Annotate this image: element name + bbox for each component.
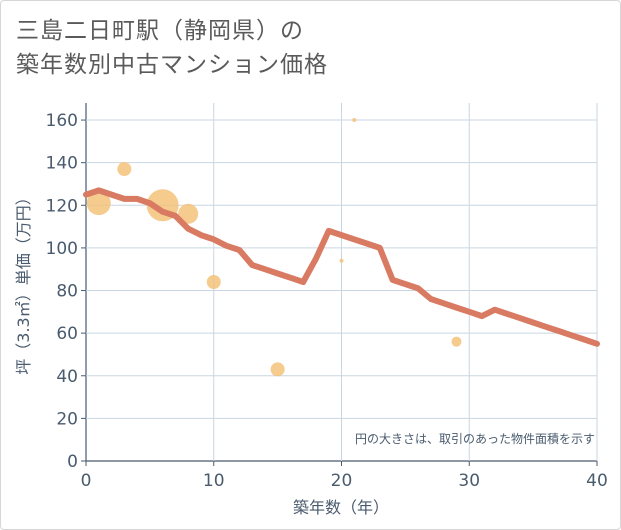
y-tick-label: 140 xyxy=(46,154,78,174)
grid-lines xyxy=(85,103,598,462)
bubble-point xyxy=(117,162,132,177)
bubble-point xyxy=(339,258,344,263)
chart-title-line-1: 三島二日町駅（静岡県）の xyxy=(16,18,304,44)
y-tick-label: 0 xyxy=(67,452,78,472)
y-tick-label: 60 xyxy=(56,324,78,344)
chart-title-line-2: 築年数別中古マンション価格 xyxy=(16,52,328,78)
bubble-point xyxy=(206,275,221,289)
bubble-point xyxy=(178,203,199,224)
bubble-point xyxy=(270,362,285,377)
bubble-point xyxy=(86,191,111,216)
x-tick-label: 30 xyxy=(458,471,480,491)
y-tick-label: 160 xyxy=(46,111,78,131)
bubble-point xyxy=(451,336,462,347)
y-tick-label: 100 xyxy=(46,239,78,259)
y-tick-label: 20 xyxy=(56,409,78,429)
price-trend-line xyxy=(83,187,600,347)
axis-ticks: 0 20 40 60 80 100 120 140 160 0 10 20 30 40 xyxy=(46,111,608,491)
x-axis-label: 築年数（年） xyxy=(293,498,389,517)
y-tick-label: 120 xyxy=(46,196,78,216)
x-tick-label: 0 xyxy=(81,471,92,491)
y-tick-label: 40 xyxy=(56,367,78,387)
chart-title: 三島二日町駅（静岡県）の 築年数別中古マンション価格 xyxy=(16,14,328,82)
y-axis-label: 坪（3.3㎡）単価（万円） xyxy=(14,189,33,374)
bubble-series xyxy=(86,118,462,377)
x-tick-label: 20 xyxy=(331,471,353,491)
y-tick-label: 80 xyxy=(56,282,78,302)
x-tick-label: 10 xyxy=(203,471,225,491)
bubble-point xyxy=(352,118,357,123)
bubble-size-note: 円の大きさは、取引のあった物件面積を示す xyxy=(355,431,595,446)
x-tick-label: 40 xyxy=(586,471,608,491)
